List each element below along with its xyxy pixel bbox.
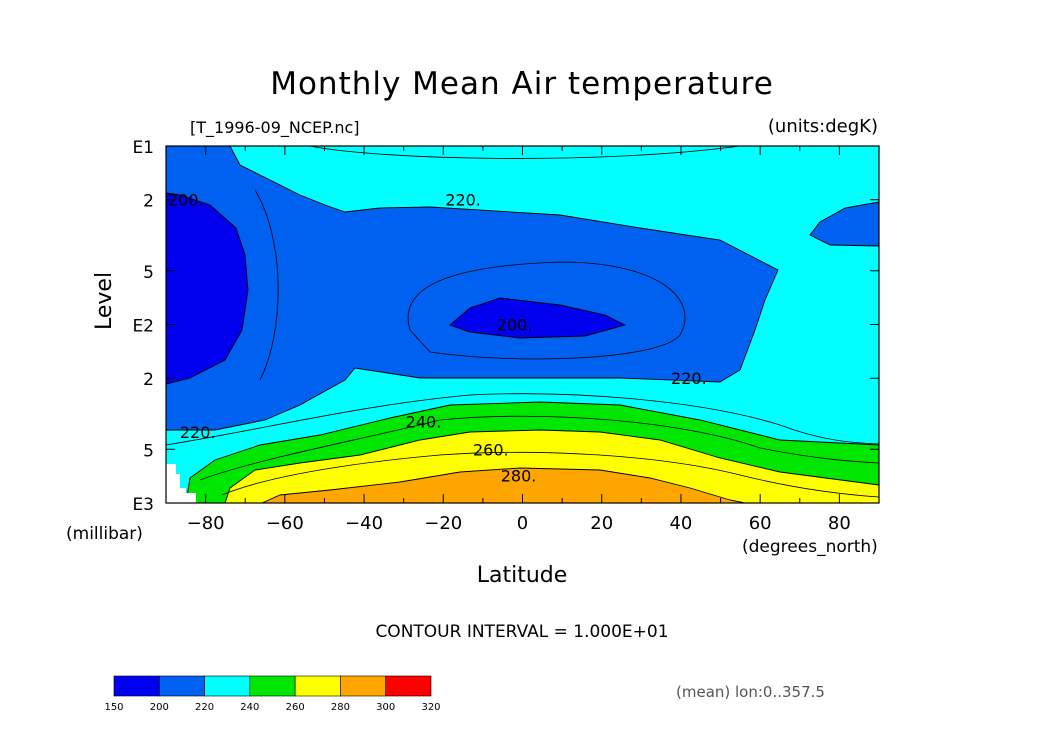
contour-label: 200. bbox=[497, 316, 533, 335]
y-axis-label: Level bbox=[92, 271, 117, 330]
contour-line-210-center bbox=[407, 261, 686, 360]
units-label: (units:degK) bbox=[767, 116, 878, 137]
x-tick-label: 40 bbox=[669, 513, 692, 534]
x-tick-label: −60 bbox=[266, 513, 304, 534]
x-axis-unit: (degrees_north) bbox=[742, 537, 878, 557]
contour-line-190-left bbox=[254, 189, 279, 381]
fill-200-220-right bbox=[809, 201, 879, 247]
y-tick-label: 5 bbox=[143, 441, 154, 461]
contour-label: 240. bbox=[406, 413, 442, 432]
contour-line-210-upper bbox=[309, 146, 741, 159]
x-tick-label: −80 bbox=[187, 513, 225, 534]
colorbar-swatch bbox=[204, 675, 251, 697]
colorbar-label: 320 bbox=[421, 702, 440, 713]
contour-lines bbox=[166, 146, 879, 498]
colorbar-label: 220 bbox=[195, 702, 214, 713]
mean-annotation: (mean) lon:0..357.5 bbox=[676, 683, 825, 701]
x-tick-label: 80 bbox=[828, 513, 851, 534]
colorbar-swatches: 150 200 220 240 260 280 300 320 bbox=[104, 675, 441, 713]
file-name: [T_1996-09_NCEP.nc] bbox=[190, 118, 360, 137]
colorbar-swatch bbox=[113, 675, 160, 697]
x-tick-label: 20 bbox=[590, 513, 613, 534]
colorbar-label: 150 bbox=[104, 702, 123, 713]
x-tick-label: 0 bbox=[517, 513, 528, 534]
y-tick-label: E1 bbox=[132, 138, 154, 158]
colorbar-label: 260 bbox=[286, 702, 305, 713]
contour-label: 280. bbox=[501, 466, 537, 485]
colorbar-swatch bbox=[158, 675, 205, 697]
contour-label-layer: 200. 220. 200. 220. 220. 240. 260. 280. bbox=[168, 191, 707, 486]
colorbar-label: 280 bbox=[331, 702, 350, 713]
chart-title: Monthly Mean Air temperature bbox=[270, 66, 774, 102]
y-tick-label: E3 bbox=[132, 495, 154, 515]
contour-line-270 bbox=[221, 451, 879, 498]
x-axis-label: Latitude bbox=[476, 563, 568, 588]
x-tick-label: −40 bbox=[345, 513, 383, 534]
colorbar-swatch bbox=[340, 675, 387, 697]
fill-280-300 bbox=[261, 467, 746, 503]
contour-line-250 bbox=[199, 415, 879, 481]
contour-label: 220. bbox=[180, 423, 216, 442]
colorbar-swatch bbox=[249, 675, 296, 697]
contour-label: 220. bbox=[445, 191, 481, 210]
colorbar-label: 240 bbox=[240, 702, 259, 713]
fill-below-200-center bbox=[449, 297, 627, 339]
colorbar-swatch bbox=[385, 675, 432, 697]
colorbar-swatch bbox=[294, 675, 341, 697]
y-tick-label: E2 bbox=[132, 317, 154, 337]
fill-200-220-upper bbox=[166, 146, 779, 431]
y-tick-label: 5 bbox=[143, 263, 154, 283]
y-tick-label: 2 bbox=[143, 192, 154, 212]
colorbar-label: 200 bbox=[150, 702, 169, 713]
x-tick-label: −20 bbox=[424, 513, 462, 534]
contour-line-230 bbox=[166, 393, 879, 446]
x-tick-label: 60 bbox=[749, 513, 772, 534]
contour-label: 260. bbox=[473, 440, 509, 459]
contour-interval: CONTOUR INTERVAL = 1.000E+01 bbox=[375, 622, 669, 642]
y-tick-label: 2 bbox=[143, 370, 154, 390]
colorbar-label: 300 bbox=[376, 702, 395, 713]
missing-data-corner bbox=[166, 464, 196, 503]
contour-label: 200. bbox=[168, 191, 204, 210]
fill-below-200-left bbox=[166, 192, 249, 385]
axes: −80 −60 −40 −20 0 20 40 60 80 E1 2 5 E2 2 5 E3 bbox=[132, 138, 880, 534]
contour-label: 220. bbox=[671, 369, 707, 388]
y-axis-unit: (millibar) bbox=[66, 524, 143, 544]
